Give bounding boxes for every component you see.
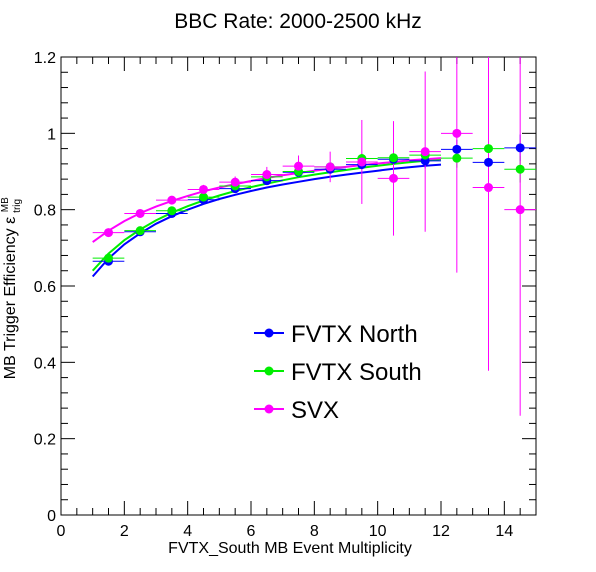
- fit-curve-fvtx-north: [91, 163, 442, 278]
- data-point-svx: [135, 208, 145, 218]
- y-tick-label: 0.8: [34, 203, 56, 220]
- x-tick-label: 2: [120, 523, 129, 540]
- x-axis-title: FVTX_South MB Event Multiplicity: [168, 540, 412, 557]
- y-tick-label: 1.2: [34, 50, 56, 67]
- x-tick-label: 0: [57, 523, 66, 540]
- y-tick-label: 1: [47, 126, 56, 143]
- data-point-svx: [104, 228, 113, 238]
- y-tick-label: 0.6: [34, 279, 56, 296]
- data-point-svx: [325, 162, 335, 172]
- data-point-fvtx-south: [484, 144, 493, 154]
- x-tick-label: 8: [310, 523, 319, 540]
- y-axis-epsilon: ε: [2, 217, 19, 224]
- legend-label-svx: SVX: [291, 397, 339, 424]
- chart-title: BBC Rate: 2000-2500 kHz: [174, 10, 421, 33]
- data-point-fvtx-south: [389, 153, 398, 163]
- data-point-svx: [230, 177, 240, 187]
- x-tick-label: 4: [183, 523, 192, 540]
- data-point-svx: [357, 157, 367, 167]
- x-tick-label: 10: [369, 523, 387, 540]
- data-point-fvtx-north: [484, 157, 493, 167]
- x-tick-label: 14: [495, 523, 513, 540]
- data-point-svx: [515, 205, 525, 215]
- data-point-svx: [167, 195, 177, 205]
- y-tick-label: 0.2: [34, 432, 56, 449]
- legend-marker-svx: [264, 404, 274, 414]
- legend-label-fvtx-south: FVTX South: [291, 359, 422, 386]
- y-axis-title-text: MB Trigger Efficiency: [2, 228, 19, 379]
- data-point-fvtx-south: [515, 164, 525, 174]
- data-point-svx: [452, 128, 462, 138]
- y-axis-tick-labels: 0 0.2 0.4 0.6 0.8 1 1.2: [34, 50, 56, 525]
- legend-label-fvtx-north: FVTX North: [291, 321, 418, 348]
- data-point-fvtx-south: [104, 253, 113, 263]
- data-point-svx: [199, 184, 208, 194]
- data-point-fvtx-north: [515, 143, 525, 153]
- data-points: [104, 128, 525, 266]
- y-axis-title-group: MB Trigger Efficiency ε MB trig: [0, 193, 23, 379]
- y-axis-ticks: [61, 56, 536, 516]
- legend-marker-fvtx-south: [264, 366, 274, 376]
- data-point-svx: [420, 147, 430, 157]
- x-axis-ticks: [60, 57, 537, 515]
- x-axis-tick-labels: 0 2 4 6 8 10 12 14: [57, 523, 514, 540]
- data-point-svx: [484, 183, 493, 193]
- data-point-fvtx-south: [199, 192, 208, 202]
- y-tick-label: 0.4: [34, 355, 56, 372]
- data-point-fvtx-south: [167, 206, 177, 216]
- data-point-svx: [262, 170, 272, 180]
- data-point-fvtx-north: [452, 144, 462, 154]
- data-point-svx: [389, 173, 398, 183]
- y-axis-epsilon-sup: MB: [0, 197, 11, 212]
- plot-frame: [60, 56, 537, 516]
- data-point-svx: [294, 161, 303, 171]
- y-tick-label: 0: [47, 508, 56, 525]
- data-point-fvtx-south: [135, 226, 145, 236]
- y-axis-title: MB Trigger Efficiency ε MB trig: [0, 193, 23, 379]
- legend: FVTX North FVTX South SVX: [254, 321, 422, 424]
- data-point-fvtx-south: [452, 153, 462, 163]
- legend-marker-fvtx-north: [264, 328, 274, 338]
- y-axis-epsilon-sub: trig: [12, 199, 23, 213]
- x-tick-label: 6: [247, 523, 256, 540]
- x-tick-label: 12: [432, 523, 450, 540]
